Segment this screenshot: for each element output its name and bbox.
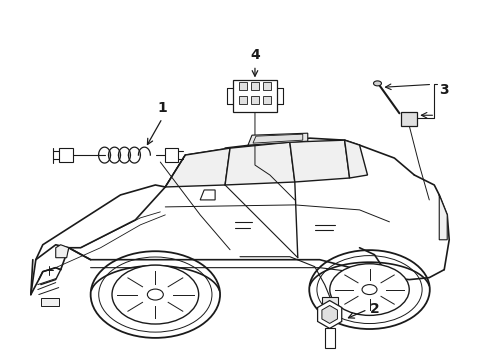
Polygon shape bbox=[321, 306, 337, 323]
Bar bbox=[250, 96, 259, 104]
Ellipse shape bbox=[373, 81, 381, 86]
Polygon shape bbox=[59, 148, 73, 162]
Polygon shape bbox=[401, 112, 416, 126]
Bar bbox=[263, 96, 270, 104]
Polygon shape bbox=[438, 195, 447, 240]
Ellipse shape bbox=[329, 264, 408, 315]
Polygon shape bbox=[317, 301, 341, 328]
Polygon shape bbox=[344, 140, 367, 178]
Polygon shape bbox=[247, 133, 307, 145]
Bar bbox=[324, 328, 334, 348]
Polygon shape bbox=[252, 134, 302, 143]
Polygon shape bbox=[165, 148, 178, 162]
Text: 1: 1 bbox=[157, 101, 167, 115]
Ellipse shape bbox=[112, 265, 198, 324]
Text: 4: 4 bbox=[249, 49, 259, 63]
Polygon shape bbox=[321, 297, 337, 306]
Bar bbox=[263, 82, 270, 90]
Text: 3: 3 bbox=[439, 84, 448, 97]
Text: 2: 2 bbox=[369, 302, 379, 316]
Ellipse shape bbox=[147, 289, 163, 300]
Polygon shape bbox=[56, 245, 68, 258]
Ellipse shape bbox=[361, 285, 376, 294]
Bar bbox=[239, 96, 246, 104]
Bar bbox=[41, 298, 59, 306]
Bar bbox=[250, 82, 259, 90]
Polygon shape bbox=[224, 142, 294, 185]
Polygon shape bbox=[165, 148, 229, 187]
Polygon shape bbox=[289, 140, 349, 182]
Polygon shape bbox=[233, 80, 276, 112]
Polygon shape bbox=[200, 190, 215, 200]
Bar bbox=[239, 82, 246, 90]
